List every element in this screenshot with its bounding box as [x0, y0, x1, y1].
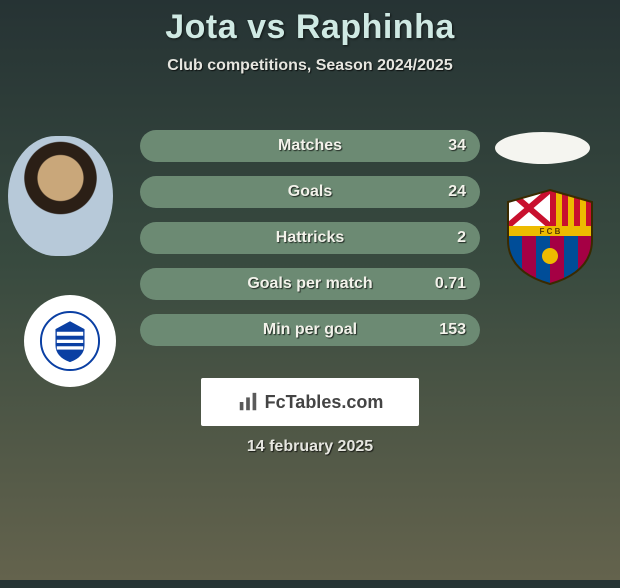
- brand-badge: FcTables.com: [201, 378, 419, 426]
- stat-label: Hattricks: [276, 222, 344, 254]
- stat-label: Goals: [288, 176, 332, 208]
- stat-label: Min per goal: [263, 314, 357, 346]
- stat-row-matches: Matches 34: [140, 130, 480, 162]
- bar-chart-icon: [237, 391, 259, 413]
- stat-value: 24: [448, 176, 466, 208]
- stat-row-hattricks: Hattricks 2: [140, 222, 480, 254]
- stat-row-goals-per-match: Goals per match 0.71: [140, 268, 480, 300]
- player-right-photo-placeholder: [495, 132, 590, 164]
- stat-row-min-per-goal: Min per goal 153: [140, 314, 480, 346]
- page-title: Jota vs Raphinha: [0, 8, 620, 47]
- player-left-photo: [8, 136, 113, 256]
- club-left-crest: [24, 295, 116, 387]
- stat-value: 153: [439, 314, 466, 346]
- alaves-crest-icon: [37, 308, 103, 374]
- date-text: 14 february 2025: [0, 438, 620, 456]
- stat-value: 34: [448, 130, 466, 162]
- stats-bars: Matches 34 Goals 24 Hattricks 2 Goals pe…: [140, 130, 480, 360]
- stat-value: 0.71: [435, 268, 466, 300]
- stat-value: 2: [457, 222, 466, 254]
- stat-label: Matches: [278, 130, 342, 162]
- brand-text: FcTables.com: [265, 392, 384, 413]
- subtitle: Club competitions, Season 2024/2025: [0, 57, 620, 75]
- stat-label: Goals per match: [247, 268, 372, 300]
- svg-text:F C B: F C B: [540, 227, 561, 236]
- club-right-crest: F C B: [500, 186, 600, 286]
- stat-row-goals: Goals 24: [140, 176, 480, 208]
- barcelona-crest-icon: F C B: [500, 186, 600, 286]
